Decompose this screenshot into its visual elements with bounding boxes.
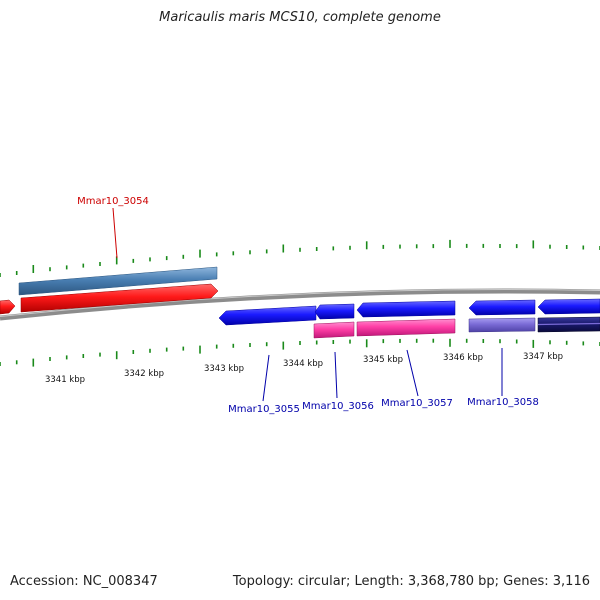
gene-label-mmar10-3058[interactable]: Mmar10_3058 <box>467 397 539 408</box>
gene-label-mmar10-3056[interactable]: Mmar10_3056 <box>302 401 374 412</box>
inner-tick-marks <box>0 338 600 367</box>
gene-reverse-mmar10-3057[interactable] <box>356 300 456 318</box>
gene-reverse-mmar10-3055[interactable] <box>218 305 317 326</box>
tick-label-3345: 3345 kbp <box>363 355 403 365</box>
gene-label-mmar10-3055[interactable]: Mmar10_3055 <box>228 404 300 415</box>
leader-line-mmar10-3054 <box>112 207 118 259</box>
gene-reverse-right-partial[interactable] <box>537 298 600 315</box>
cds-reverse-right-partial-divider <box>537 322 600 326</box>
outer-tick-marks <box>0 239 600 277</box>
leader-line-mmar10-3056 <box>334 351 338 399</box>
gene-reverse-mmar10-3056[interactable] <box>314 303 355 320</box>
cds-reverse-mmar10-3056[interactable] <box>313 321 355 339</box>
tick-label-3347: 3347 kbp <box>523 352 563 362</box>
cds-reverse-mmar10-3057[interactable] <box>356 318 456 337</box>
cds-forward-mmar10-3054[interactable] <box>18 266 218 296</box>
genome-backbone-highlight <box>0 289 600 317</box>
gene-forward-left-partial[interactable] <box>0 299 16 315</box>
axis-tick-labels: 3341 kbp 3342 kbp 3343 kbp 3344 kbp 3345… <box>45 352 563 385</box>
gene-forward-mmar10-3054[interactable] <box>20 283 219 313</box>
genome-title: Maricaulis maris MCS10, complete genome <box>159 10 441 25</box>
leader-line-mmar10-3057 <box>406 349 419 397</box>
gene-label-mmar10-3054[interactable]: Mmar10_3054 <box>77 196 149 207</box>
tick-label-3343: 3343 kbp <box>204 364 244 374</box>
tick-label-3342: 3342 kbp <box>124 369 164 379</box>
genome-backbone <box>0 288 600 321</box>
tick-label-3341: 3341 kbp <box>45 375 85 385</box>
tick-label-3344: 3344 kbp <box>283 359 323 369</box>
leader-line-mmar10-3055 <box>262 354 270 402</box>
tick-label-3346: 3346 kbp <box>443 353 483 363</box>
accession-text: Accession: NC_008347 <box>10 574 158 589</box>
genome-summary-text: Topology: circular; Length: 3,368,780 bp… <box>232 574 590 589</box>
gene-label-mmar10-3057[interactable]: Mmar10_3057 <box>381 398 453 409</box>
cds-reverse-mmar10-3058[interactable] <box>468 317 536 333</box>
gene-reverse-mmar10-3058[interactable] <box>468 299 536 316</box>
